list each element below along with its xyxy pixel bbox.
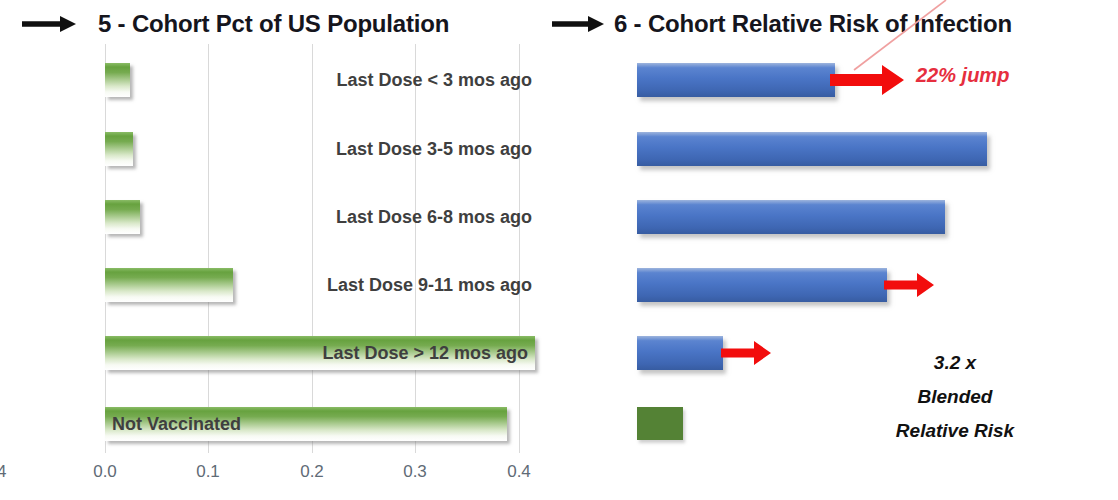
red-arrow-icon — [884, 268, 936, 302]
green-bar-last-dose-3-5 — [105, 132, 133, 166]
green-reference-bar-not-vaccinated — [637, 407, 683, 440]
left-chart-title: 5 - Cohort Pct of US Population — [98, 10, 449, 38]
blended-line-2: Blended — [850, 380, 1060, 414]
red-arrow-icon — [830, 62, 906, 98]
x-tick-0.4: 0.4 — [489, 462, 549, 482]
x-tick-0.0: 0.0 — [75, 462, 135, 482]
dual-bar-chart-figure: 5 - Cohort Pct of US Population Last Dos… — [0, 0, 1118, 500]
category-label-lt3: Last Dose < 3 mos ago — [152, 63, 532, 97]
green-bar-last-dose-6-8 — [105, 200, 140, 234]
right-arrow-icon — [552, 16, 604, 32]
blended-relative-risk-annotation: 3.2 x Blended Relative Risk — [850, 346, 1060, 448]
gridline-0.3 — [415, 44, 416, 453]
category-label-gt12: Last Dose > 12 mos ago — [128, 336, 528, 370]
x-tick-0.1: 0.1 — [178, 462, 238, 482]
category-label-9-11: Last Dose 9-11 mos ago — [152, 268, 532, 302]
category-label-6-8: Last Dose 6-8 mos ago — [152, 200, 532, 234]
red-arrow-icon — [721, 336, 773, 370]
x-tick-0.3: 0.3 — [385, 462, 445, 482]
gridline-0.2 — [312, 44, 313, 453]
x-tick-0.2: 0.2 — [282, 462, 342, 482]
blue-bar-last-dose-lt3 — [637, 63, 835, 97]
category-label-not-vaccinated: Not Vaccinated — [112, 407, 412, 441]
blue-bar-last-dose-gt12 — [637, 336, 723, 370]
blended-line-1: 3.2 x — [850, 346, 1060, 380]
green-bar-last-dose-lt3 — [105, 63, 130, 97]
blended-line-3: Relative Risk — [850, 414, 1060, 448]
gridline-0.1 — [208, 44, 209, 453]
right-arrow-icon — [22, 16, 76, 32]
category-label-3-5: Last Dose 3-5 mos ago — [152, 132, 532, 166]
blue-bar-last-dose-9-11 — [637, 268, 887, 302]
cropped-tick-fragment: 4 — [0, 462, 17, 482]
blue-bar-last-dose-6-8 — [637, 200, 945, 234]
gridline-0.4 — [519, 44, 520, 453]
blue-bar-last-dose-3-5 — [637, 132, 987, 166]
gridline-0.0 — [105, 44, 106, 453]
